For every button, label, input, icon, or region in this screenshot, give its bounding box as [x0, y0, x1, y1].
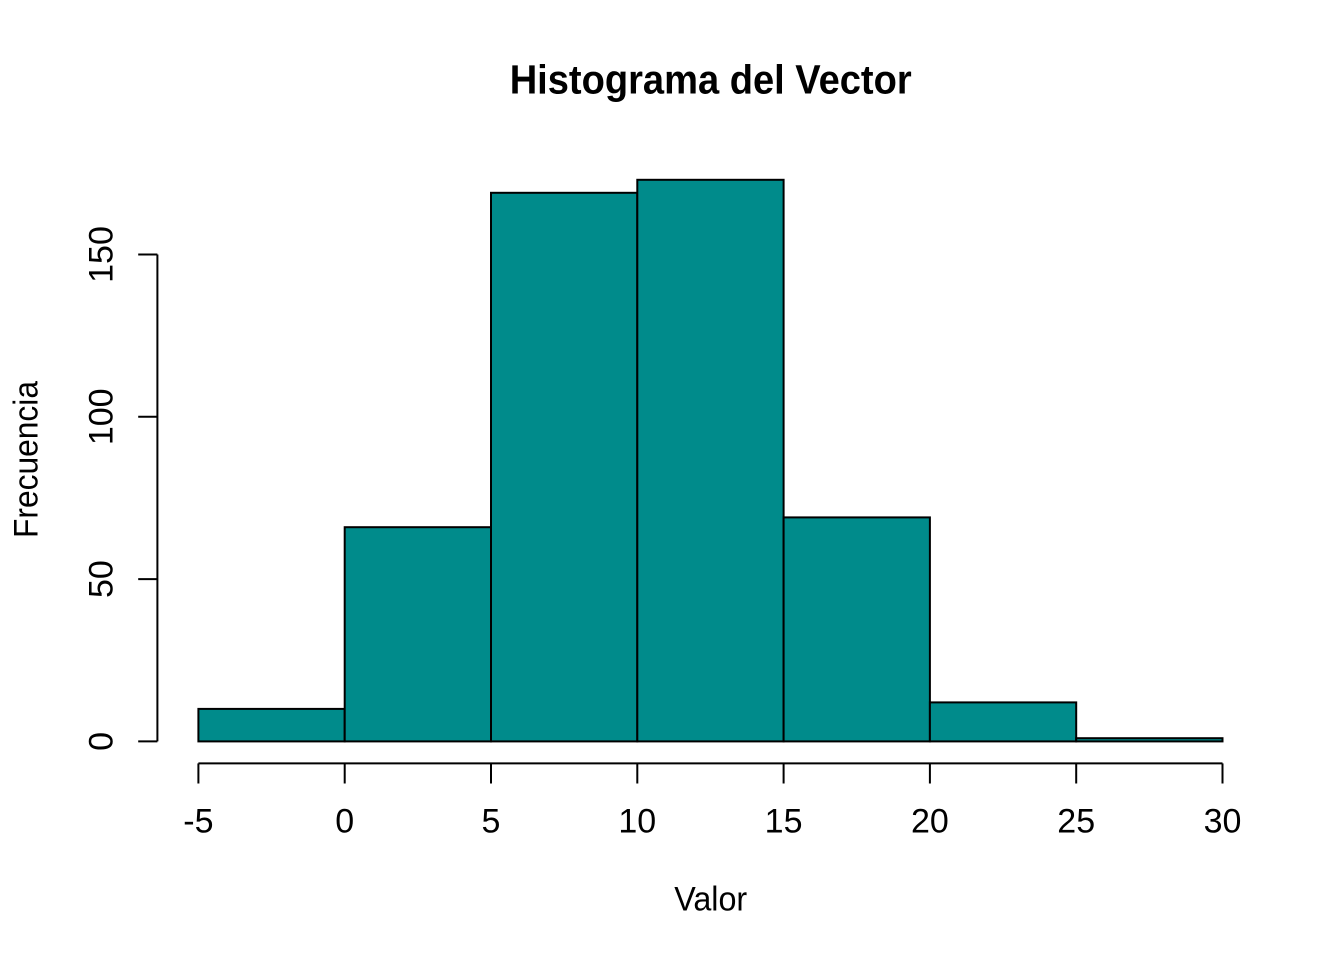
- svg-text:Valor: Valor: [674, 881, 747, 919]
- svg-text:-5: -5: [183, 802, 213, 840]
- svg-text:25: 25: [1057, 802, 1095, 840]
- svg-text:100: 100: [82, 388, 120, 445]
- svg-text:20: 20: [911, 802, 949, 840]
- svg-text:0: 0: [335, 802, 354, 840]
- svg-text:30: 30: [1204, 802, 1242, 840]
- svg-text:150: 150: [82, 226, 120, 283]
- svg-text:Frecuencia: Frecuencia: [8, 381, 46, 538]
- svg-text:Histograma del Vector: Histograma del Vector: [510, 57, 912, 103]
- svg-text:5: 5: [482, 802, 501, 840]
- svg-text:15: 15: [765, 802, 803, 840]
- svg-text:0: 0: [82, 732, 120, 751]
- svg-text:10: 10: [618, 802, 656, 840]
- svg-text:50: 50: [82, 560, 120, 598]
